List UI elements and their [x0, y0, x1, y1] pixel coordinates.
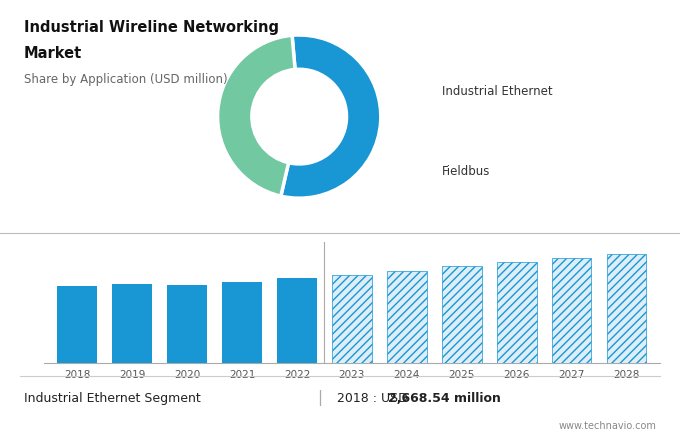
- Bar: [332, 275, 372, 363]
- Bar: [57, 286, 97, 363]
- Bar: [552, 258, 592, 363]
- Text: Industrial Ethernet Segment: Industrial Ethernet Segment: [24, 392, 201, 405]
- Bar: [277, 278, 317, 363]
- Bar: [222, 282, 262, 363]
- Bar: [442, 267, 481, 363]
- Text: Market: Market: [24, 46, 82, 61]
- Text: |: |: [317, 390, 322, 406]
- Text: Industrial Wireline Networking: Industrial Wireline Networking: [24, 20, 279, 35]
- Bar: [497, 262, 537, 363]
- Bar: [167, 285, 207, 363]
- Text: 2018 : USD: 2018 : USD: [337, 392, 411, 405]
- Text: Industrial Ethernet: Industrial Ethernet: [442, 85, 553, 99]
- Text: 2,668.54 million: 2,668.54 million: [388, 392, 500, 405]
- Bar: [387, 271, 426, 363]
- Text: Share by Application (USD million): Share by Application (USD million): [24, 73, 227, 86]
- Text: www.technavio.com: www.technavio.com: [558, 421, 656, 431]
- Wedge shape: [281, 35, 381, 198]
- Wedge shape: [218, 35, 295, 196]
- Text: Fieldbus: Fieldbus: [442, 165, 490, 178]
- Bar: [112, 284, 152, 363]
- Bar: [607, 253, 647, 363]
